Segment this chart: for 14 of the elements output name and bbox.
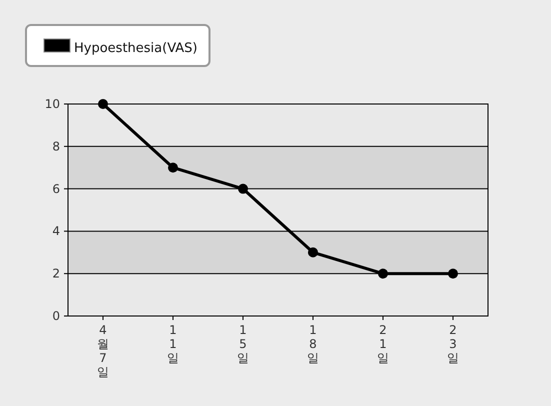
y-tick-label: 10 xyxy=(44,97,60,111)
legend: Hypoesthesia(VAS) xyxy=(25,24,210,67)
x-tick-label: 11일 xyxy=(167,323,179,365)
x-tick-label: 4월7일 xyxy=(97,323,109,379)
legend-label: Hypoesthesia(VAS) xyxy=(74,41,198,56)
y-tick-label: 2 xyxy=(52,266,60,281)
x-tick-label: 15일 xyxy=(237,323,249,365)
x-tick-label: 21일 xyxy=(377,323,389,365)
y-tick-label: 4 xyxy=(52,224,60,238)
x-tick-label: 23일 xyxy=(447,323,459,365)
y-tick-label: 8 xyxy=(52,139,60,154)
x-tick-label: 18일 xyxy=(307,323,319,365)
y-tick-label: 6 xyxy=(52,182,60,196)
y-tick-label: 0 xyxy=(52,309,60,323)
